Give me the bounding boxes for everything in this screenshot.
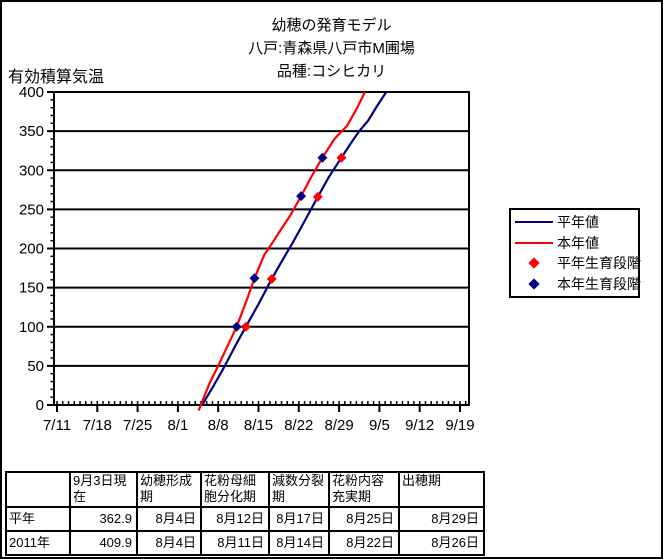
legend-swatch bbox=[511, 277, 557, 290]
normal-year-line bbox=[201, 91, 388, 406]
y-tick-label: 0 bbox=[36, 397, 44, 414]
value-cell: 8月26日 bbox=[398, 530, 485, 556]
x-tick-label: 8/1 bbox=[167, 417, 188, 434]
x-tick-label: 7/25 bbox=[123, 417, 152, 434]
header-cell bbox=[5, 471, 71, 508]
value-cell: 8月29日 bbox=[398, 506, 485, 532]
legend-label: 本年生育段階 bbox=[557, 275, 641, 292]
current-stage-marker bbox=[296, 191, 307, 202]
current-stage-marker bbox=[317, 152, 328, 163]
legend-diamond-swatch bbox=[528, 257, 540, 269]
value-cell: 362.9 bbox=[69, 506, 138, 532]
legend-item: 平年値 bbox=[511, 212, 638, 232]
value-cell: 8月12日 bbox=[200, 506, 270, 532]
value-cell: 8月22日 bbox=[328, 530, 400, 556]
table-row: 平年 362.9 8月4日 8月12日 8月17日 8月25日 8月29日 bbox=[5, 506, 485, 532]
normal-stage-marker bbox=[266, 274, 277, 285]
y-tick-label: 150 bbox=[19, 280, 44, 297]
value-cell: 8月4日 bbox=[136, 530, 202, 556]
value-cell: 8月25日 bbox=[328, 506, 400, 532]
header-cell: 9月3日現 在 bbox=[69, 471, 138, 508]
value-cell: 8月11日 bbox=[200, 530, 270, 556]
normal-stage-marker bbox=[240, 321, 251, 332]
legend-line-swatch bbox=[515, 241, 553, 244]
normal-stage-marker bbox=[312, 191, 323, 202]
x-tick-label: 7/18 bbox=[83, 417, 112, 434]
chart-title: 幼穂の発育モデル bbox=[271, 17, 392, 34]
y-tick-label: 100 bbox=[19, 319, 44, 336]
x-tick-label: 8/8 bbox=[208, 417, 229, 434]
value-cell: 8月14日 bbox=[268, 530, 330, 556]
header-cell: 花粉内容 充実期 bbox=[328, 471, 400, 508]
legend-swatch bbox=[511, 257, 557, 269]
x-tick-label: 8/15 bbox=[244, 417, 273, 434]
x-tick-label: 8/22 bbox=[284, 417, 313, 434]
header-cell: 出穂期 bbox=[398, 471, 485, 508]
current-year-line bbox=[197, 91, 366, 411]
growth-stage-table: 9月3日現 在幼穂形成 期花粉母細 胞分化期 減数分裂 期花粉内容 充実期 出穂期平… bbox=[5, 471, 485, 556]
chart-subtitle-location: 八戸:青森県八戸市M圃場 bbox=[248, 40, 415, 57]
header-cell: 花粉母細 胞分化期 bbox=[200, 471, 270, 508]
value-cell: 8月17日 bbox=[268, 506, 330, 532]
legend-item: 平年生育段階 bbox=[511, 253, 641, 273]
header-cell: 減数分裂 期 bbox=[268, 471, 330, 508]
y-tick-label: 300 bbox=[19, 162, 44, 179]
legend-label: 本年値 bbox=[557, 234, 599, 251]
legend-line-swatch bbox=[515, 221, 553, 224]
current-stage-marker bbox=[231, 321, 242, 332]
legend-label: 平年生育段階 bbox=[557, 255, 641, 272]
y-tick-label: 50 bbox=[27, 358, 44, 375]
header-cell: 幼穂形成 期 bbox=[136, 471, 202, 508]
table-row: 2011年 409.9 8月4日 8月11日 8月14日 8月22日 8月26日 bbox=[5, 530, 485, 556]
legend-box: 平年値本年値平年生育段階 本年生育段階 bbox=[509, 208, 641, 298]
x-tick-label: 9/5 bbox=[369, 417, 390, 434]
chart-title-block: 幼穂の発育モデル 八戸:青森県八戸市M圃場 品種:コシヒカリ bbox=[2, 14, 661, 83]
chart-subtitle-variety: 品種:コシヒカリ bbox=[276, 63, 387, 80]
y-tick-label: 400 bbox=[19, 84, 44, 101]
x-tick-label: 8/29 bbox=[324, 417, 353, 434]
legend-diamond-swatch bbox=[528, 277, 540, 290]
x-tick-label: 9/19 bbox=[445, 417, 474, 434]
y-tick-label: 200 bbox=[19, 241, 44, 258]
normal-stage-marker bbox=[336, 152, 347, 163]
y-tick-label: 250 bbox=[19, 201, 44, 218]
y-tick-label: 350 bbox=[19, 123, 44, 140]
current-stage-marker bbox=[249, 273, 260, 284]
legend-item: 本年生育段階 bbox=[511, 274, 641, 294]
y-axis-title: 有効積算気温 bbox=[8, 69, 105, 86]
x-tick-label: 9/12 bbox=[405, 417, 434, 434]
x-tick-label: 7/11 bbox=[43, 417, 71, 434]
legend-item: 本年値 bbox=[511, 233, 638, 253]
legend-label: 平年値 bbox=[557, 214, 599, 231]
row-label-cell: 平年 bbox=[5, 506, 71, 532]
row-label-cell: 2011年 bbox=[5, 530, 71, 556]
value-cell: 409.9 bbox=[69, 530, 138, 556]
value-cell: 8月4日 bbox=[136, 506, 202, 532]
legend-swatch bbox=[511, 221, 557, 224]
legend-swatch bbox=[511, 241, 557, 244]
